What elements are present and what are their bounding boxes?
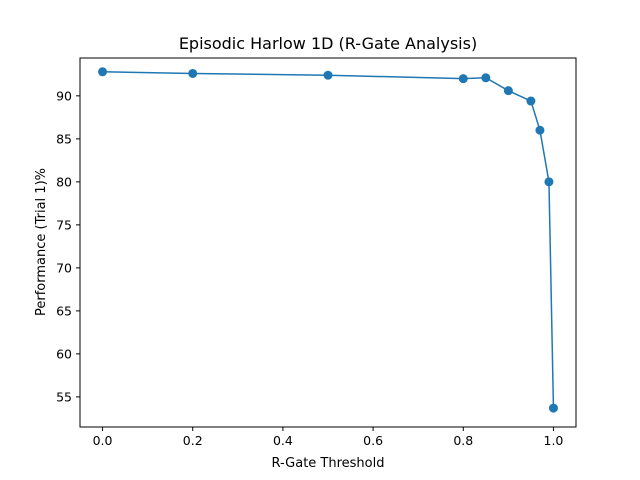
x-tick-label: 0.4	[273, 433, 293, 448]
y-tick-label: 90	[56, 88, 72, 103]
x-axis-ticks: 0.0 0.2 0.4 0.6 0.8 1.0	[93, 427, 564, 448]
y-tick-label: 65	[56, 303, 72, 318]
x-tick-label: 0.6	[363, 433, 383, 448]
y-tick-label: 60	[56, 346, 72, 361]
data-point	[548, 403, 558, 413]
x-axis-label: R-Gate Threshold	[271, 456, 384, 471]
chart-title: Episodic Harlow 1D (R-Gate Analysis)	[179, 34, 477, 53]
data-point	[323, 70, 333, 80]
data-point	[188, 68, 198, 78]
plot-frame	[79, 57, 577, 428]
x-tick-label: 0.8	[453, 433, 473, 448]
series-layer	[98, 67, 558, 413]
plot-area: 0.0 0.2 0.4 0.6 0.8 1.0 55 60 65 70 75 80 85 90	[56, 57, 577, 448]
x-tick-label: 1.0	[544, 433, 564, 448]
data-point	[526, 96, 536, 106]
x-tick-label: 0.2	[183, 433, 203, 448]
data-point	[535, 125, 545, 135]
y-tick-label: 85	[56, 131, 72, 146]
y-tick-label: 55	[56, 389, 72, 404]
data-point	[503, 86, 513, 96]
series-line	[102, 71, 555, 409]
data-point	[544, 177, 554, 187]
y-tick-label: 75	[56, 217, 72, 232]
y-tick-label: 70	[56, 260, 72, 275]
data-point	[98, 67, 108, 77]
y-tick-label: 80	[56, 174, 72, 189]
x-tick-label: 0.0	[93, 433, 113, 448]
y-axis-label: Performance (Trial 1)%	[34, 168, 49, 316]
data-point	[481, 73, 491, 83]
y-axis-ticks: 55 60 65 70 75 80 85 90	[56, 88, 80, 404]
data-point	[458, 74, 468, 84]
